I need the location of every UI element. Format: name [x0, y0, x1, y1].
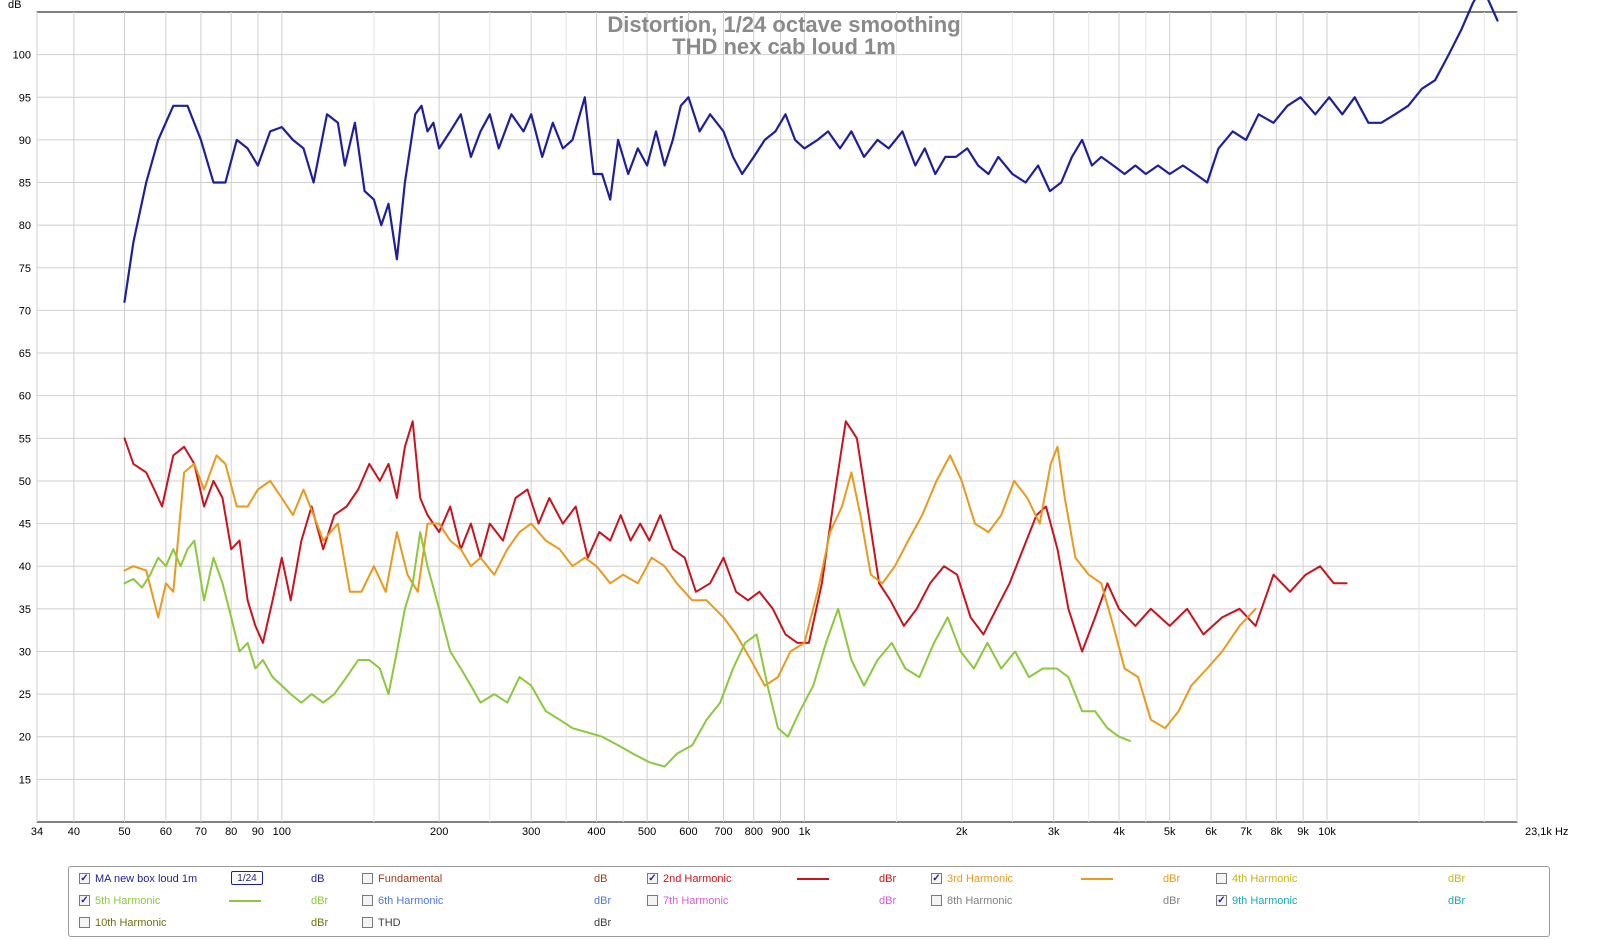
legend-label: MA new box loud 1m	[95, 873, 198, 885]
y-tick-label: 15	[19, 774, 31, 786]
legend-label: 10th Harmonic	[95, 917, 167, 929]
x-tick-label: 34	[31, 826, 43, 838]
x-tick-label: 500	[638, 826, 656, 838]
y-tick-label: 85	[19, 178, 31, 190]
y-tick-label: 80	[19, 220, 31, 232]
y-tick-label: 65	[19, 348, 31, 360]
legend-label: 9th Harmonic	[1232, 895, 1298, 907]
legend-unit: dBr	[594, 895, 612, 907]
x-tick-label: 7k	[1240, 826, 1252, 838]
legend-unit: dBr	[1163, 873, 1181, 885]
x-tick-label: 5k	[1164, 826, 1176, 838]
legend-unit: dBr	[879, 873, 897, 885]
x-tick-label: 400	[587, 826, 605, 838]
chart-title: Distortion, 1/24 octave smoothing	[607, 12, 960, 37]
y-tick-label: 100	[13, 50, 31, 62]
x-tick-label: 1k	[799, 826, 811, 838]
legend-unit: dB	[311, 873, 325, 885]
legend-unit: dBr	[594, 917, 612, 929]
x-tick-label: 800	[745, 826, 763, 838]
series-line-ma-new-box-loud-1m	[123, 0, 1499, 303]
x-tick-label: 80	[225, 826, 237, 838]
x-tick-label: 40	[68, 826, 80, 838]
y-tick-label: 40	[19, 561, 31, 573]
legend-checkbox[interactable]	[79, 917, 90, 928]
legend-label: 7th Harmonic	[663, 895, 729, 907]
legend-label: 6th Harmonic	[378, 895, 444, 907]
legend-line-swatch	[1081, 878, 1113, 880]
axis-ticks: 15 20 25 30 35 40 45 50 55 60 65 70 75 80 85 90 95 100 34 4…	[13, 50, 1569, 838]
legend-label: 2nd Harmonic	[663, 873, 732, 885]
x-tick-label: 4k	[1113, 826, 1125, 838]
y-axis-label: dB	[8, 0, 21, 11]
plot-area	[36, 11, 1518, 823]
y-tick-label: 45	[19, 519, 31, 531]
legend-checkbox[interactable]	[362, 917, 373, 928]
legend-label: 3rd Harmonic	[947, 873, 1014, 885]
x-tick-label: 6k	[1205, 826, 1217, 838]
legend-unit: dBr	[1448, 873, 1466, 885]
y-tick-label: 35	[19, 604, 31, 616]
legend-checkbox[interactable]	[362, 873, 373, 884]
legend-unit: dBr	[1448, 895, 1466, 907]
y-tick-label: 70	[19, 305, 31, 317]
legend-label: Fundamental	[378, 873, 443, 885]
x-tick-label: 8k	[1271, 826, 1283, 838]
legend-line-swatch	[229, 900, 261, 902]
y-tick-label: 20	[19, 732, 31, 744]
x-tick-label: 900	[771, 826, 789, 838]
distortion-chart: 15 20 25 30 35 40 45 50 55 60 65 70 75 80 85 90 95 100 34 4…	[8, 0, 1569, 838]
legend-checkbox[interactable]	[362, 895, 373, 906]
x-tick-label: 200	[430, 826, 448, 838]
y-tick-label: 25	[19, 689, 31, 701]
x-tick-label: 3k	[1048, 826, 1060, 838]
x-tick-label: 100	[273, 826, 291, 838]
x-tick-label: 70	[195, 826, 207, 838]
y-tick-label: 30	[19, 646, 31, 658]
legend-unit: dBr	[1163, 895, 1181, 907]
x-tick-label: 700	[714, 826, 732, 838]
legend-unit: dBr	[879, 895, 897, 907]
legend-unit: dB	[594, 873, 608, 885]
y-tick-label: 55	[19, 433, 31, 445]
x-tick-label: 90	[252, 826, 264, 838]
legend-unit: dBr	[311, 895, 329, 907]
y-tick-label: 75	[19, 263, 31, 275]
x-tick-label: 9k	[1297, 826, 1309, 838]
x-tick-label: 50	[118, 826, 130, 838]
x-tick-label: 300	[522, 826, 540, 838]
series-line-2nd-harmonic	[123, 420, 1348, 653]
x-tick-label: 2k	[956, 826, 968, 838]
legend-line-swatch	[797, 878, 829, 880]
smoothing-selector[interactable]: 1/24	[231, 871, 263, 885]
y-tick-label: 60	[19, 391, 31, 403]
y-tick-label: 95	[19, 92, 31, 104]
series-line-3rd-harmonic	[123, 445, 1257, 730]
chart-subtitle: THD nex cab loud 1m	[672, 34, 896, 59]
legend-checkbox[interactable]	[647, 895, 658, 906]
legend-panel: ✓ MA new box loud 1m 1/24 dB Fundamental dB ✓ 2…	[68, 866, 1550, 937]
x-tick-label: 60	[160, 826, 172, 838]
legend-checkbox[interactable]: ✓	[1216, 895, 1227, 906]
legend-unit: dBr	[311, 917, 329, 929]
legend-checkbox[interactable]	[931, 895, 942, 906]
x-tick-label: 10k	[1318, 826, 1336, 838]
legend-label: THD	[378, 917, 401, 929]
legend-checkbox[interactable]: ✓	[79, 873, 90, 884]
legend-label: 8th Harmonic	[947, 895, 1013, 907]
chart-traces	[123, 0, 1499, 768]
x-tick-label: 600	[679, 826, 697, 838]
legend-checkbox[interactable]: ✓	[647, 873, 658, 884]
legend-checkbox[interactable]: ✓	[79, 895, 90, 906]
legend-label: 5th Harmonic	[95, 895, 161, 907]
x-tick-label: 23,1k Hz	[1525, 826, 1568, 838]
legend-checkbox[interactable]	[1216, 873, 1227, 884]
y-tick-label: 50	[19, 476, 31, 488]
legend-label: 4th Harmonic	[1232, 873, 1298, 885]
series-line-5th-harmonic	[123, 531, 1132, 768]
y-tick-label: 90	[19, 135, 31, 147]
legend-checkbox[interactable]: ✓	[931, 873, 942, 884]
